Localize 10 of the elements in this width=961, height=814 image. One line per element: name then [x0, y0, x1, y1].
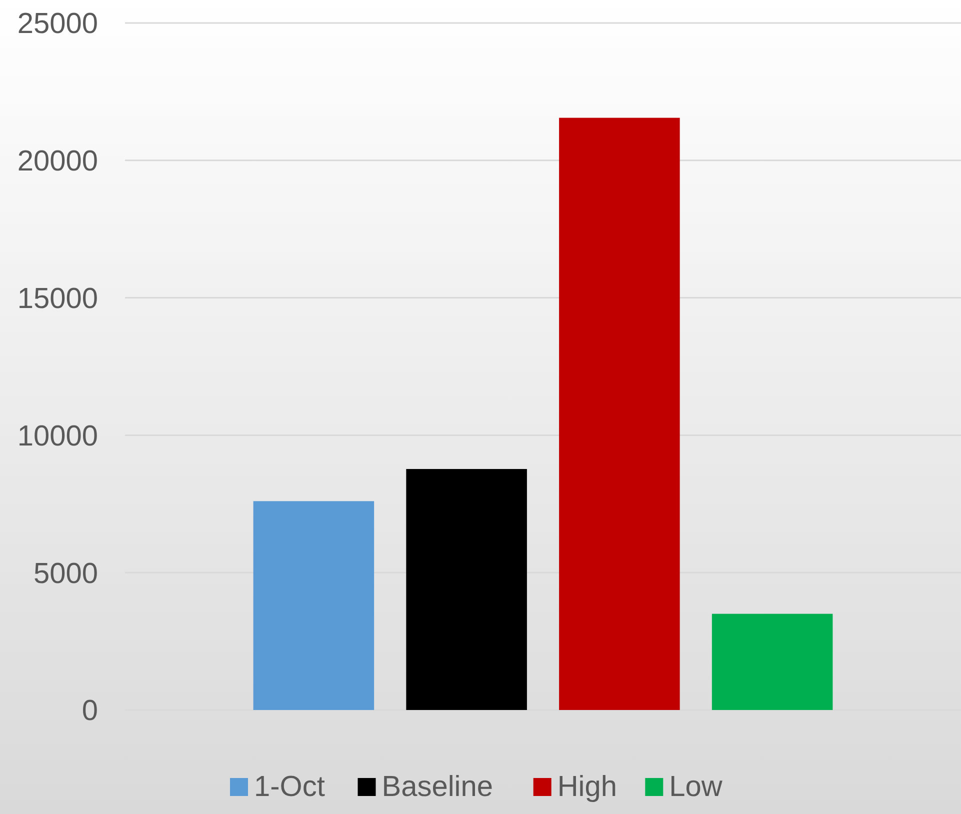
y-tick-label: 15000	[17, 282, 98, 315]
y-tick-label: 0	[82, 695, 98, 728]
y-tick-label: 20000	[17, 146, 98, 178]
y-tick-label: 25000	[17, 8, 98, 40]
legend-label: 1-Oct	[254, 771, 325, 803]
y-tick-label: 5000	[33, 558, 98, 590]
legend-label: High	[557, 771, 618, 803]
y-tick-label: 10000	[17, 420, 98, 452]
legend-label: Low	[669, 771, 724, 803]
legend-label: Baseline	[382, 771, 493, 803]
